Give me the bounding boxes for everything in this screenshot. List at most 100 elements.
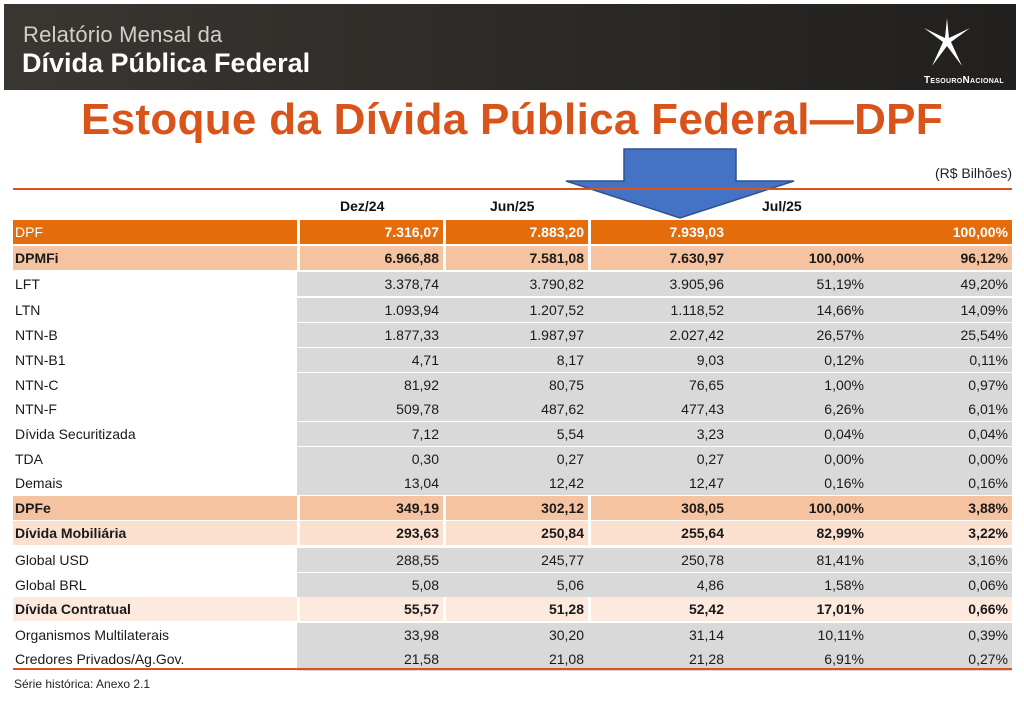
value-cell: 76,65 — [588, 373, 728, 397]
slide-title: Estoque da Dívida Pública Federal—DPF — [81, 95, 943, 144]
value-cell: 3,88% — [868, 496, 1012, 520]
value-cell: 6,26% — [728, 397, 868, 421]
bottom-rule — [13, 668, 1012, 670]
value-cell: 55,57 — [297, 597, 443, 621]
value-cell: 0,04% — [868, 422, 1012, 446]
row-label: NTN-C — [15, 377, 59, 393]
logo-text: TesouroNacional — [923, 75, 1004, 86]
value-cell: 4,86 — [588, 573, 728, 597]
star-logo-icon — [924, 18, 970, 66]
table-row: DPF 7.316,07 7.883,20 7.939,03 100,00% — [13, 220, 1012, 244]
value-cell: 49,20% — [868, 272, 1012, 296]
value-cell: 250,84 — [443, 521, 588, 545]
table-row: LTN 1.093,94 1.207,52 1.118,52 14,66% 14,09% — [13, 298, 1012, 322]
arrow-down-icon — [565, 148, 795, 219]
value-cell: 9,03 — [588, 348, 728, 372]
table-row: TDA 0,30 0,27 0,27 0,00% 0,00% — [13, 447, 1012, 471]
row-label: NTN-B — [15, 327, 58, 343]
value-cell: 3.905,96 — [588, 272, 728, 296]
table-row: Dívida Securitizada 7,12 5,54 3,23 0,04% 0,04… — [13, 422, 1012, 446]
value-cell: 0,06% — [868, 573, 1012, 597]
value-cell: 0,00% — [728, 447, 868, 471]
column-header-jul25: Jul/25 — [762, 198, 802, 214]
value-cell: 52,42 — [588, 597, 728, 621]
value-cell: 81,41% — [728, 548, 868, 572]
value-cell: 10,11% — [728, 623, 868, 647]
value-cell — [728, 220, 868, 244]
value-cell: 349,19 — [297, 496, 443, 520]
value-cell: 21,58 — [297, 647, 443, 671]
value-cell: 8,17 — [443, 348, 588, 372]
value-cell: 14,09% — [868, 298, 1012, 322]
value-cell: 5,54 — [443, 422, 588, 446]
footer-note: Série histórica: Anexo 2.1 — [14, 677, 151, 691]
report-title: Dívida Pública Federal — [22, 48, 311, 78]
row-label: LTN — [15, 302, 41, 318]
value-cell: 1,58% — [728, 573, 868, 597]
value-cell: 308,05 — [588, 496, 728, 520]
value-cell: 3,22% — [868, 521, 1012, 545]
value-cell: 0,11% — [868, 348, 1012, 372]
value-cell: 0,27 — [588, 447, 728, 471]
value-cell: 30,20 — [443, 623, 588, 647]
value-cell: 26,57% — [728, 323, 868, 347]
row-label: Global BRL — [15, 577, 87, 593]
table-row: DPMFi 6.966,88 7.581,08 7.630,97 100,00% 96,1… — [13, 246, 1012, 270]
table-row: LFT 3.378,74 3.790,82 3.905,96 51,19% 49,20% — [13, 272, 1012, 296]
value-cell: 477,43 — [588, 397, 728, 421]
row-label: Global USD — [15, 552, 89, 568]
table-row: Credores Privados/Ag.Gov. 21,58 21,08 21,28… — [13, 647, 1012, 671]
value-cell: 33,98 — [297, 623, 443, 647]
table-row: Dívida Mobiliária 293,63 250,84 255,64 82,99… — [13, 521, 1012, 545]
value-cell: 0,39% — [868, 623, 1012, 647]
table-row: Organismos Multilaterais 33,98 30,20 31,14 1… — [13, 623, 1012, 647]
value-cell: 81,92 — [297, 373, 443, 397]
value-cell: 3.790,82 — [443, 272, 588, 296]
value-cell: 0,97% — [868, 373, 1012, 397]
value-cell: 82,99% — [728, 521, 868, 545]
value-cell: 245,77 — [443, 548, 588, 572]
value-cell: 80,75 — [443, 373, 588, 397]
table-row: Demais 13,04 12,42 12,47 0,16% 0,16% — [13, 471, 1012, 495]
value-cell: 3.378,74 — [297, 272, 443, 296]
row-label: DPF — [13, 220, 297, 244]
value-cell: 1.987,97 — [443, 323, 588, 347]
value-cell: 0,12% — [728, 348, 868, 372]
value-cell: 51,28 — [443, 597, 588, 621]
table-row: Global BRL 5,08 5,06 4,86 1,58% 0,06% — [13, 573, 1012, 597]
value-cell: 6,01% — [868, 397, 1012, 421]
row-label: Credores Privados/Ag.Gov. — [15, 651, 185, 667]
column-header-dez24: Dez/24 — [340, 198, 385, 214]
row-label: Demais — [15, 475, 63, 491]
value-cell: 25,54% — [868, 323, 1012, 347]
row-label: Organismos Multilaterais — [15, 627, 170, 643]
value-cell: 7.883,20 — [443, 220, 588, 244]
value-cell: 51,19% — [728, 272, 868, 296]
value-cell: 302,12 — [443, 496, 588, 520]
value-cell: 21,08 — [443, 647, 588, 671]
report-subtitle: Relatório Mensal da — [23, 22, 223, 47]
top-rule — [13, 188, 1012, 190]
value-cell: 1.207,52 — [443, 298, 588, 322]
value-cell: 1.118,52 — [588, 298, 728, 322]
value-cell: 0,04% — [728, 422, 868, 446]
row-label: Dívida Mobiliária — [13, 521, 297, 545]
table-row: Dívida Contratual 55,57 51,28 52,42 17,01% 0,… — [13, 597, 1012, 621]
table-row: NTN-F 509,78 487,62 477,43 6,26% 6,01% — [13, 397, 1012, 421]
table-row: NTN-B 1.877,33 1.987,97 2.027,42 26,57% 25,54… — [13, 323, 1012, 347]
value-cell: 13,04 — [297, 471, 443, 495]
table-row: NTN-B1 4,71 8,17 9,03 0,12% 0,11% — [13, 348, 1012, 372]
value-cell: 96,12% — [868, 246, 1012, 270]
value-cell: 12,42 — [443, 471, 588, 495]
value-cell: 0,27 — [443, 447, 588, 471]
value-cell: 17,01% — [728, 597, 868, 621]
value-cell: 3,16% — [868, 548, 1012, 572]
report-header-banner: Relatório Mensal da Dívida Pública Feder… — [4, 4, 1016, 90]
value-cell: 7,12 — [297, 422, 443, 446]
value-cell: 4,71 — [297, 348, 443, 372]
value-cell: 250,78 — [588, 548, 728, 572]
value-cell: 7.939,03 — [588, 220, 728, 244]
units-label: (R$ Bilhões) — [934, 165, 1012, 181]
row-label: NTN-F — [15, 401, 57, 417]
value-cell: 0,66% — [868, 597, 1012, 621]
